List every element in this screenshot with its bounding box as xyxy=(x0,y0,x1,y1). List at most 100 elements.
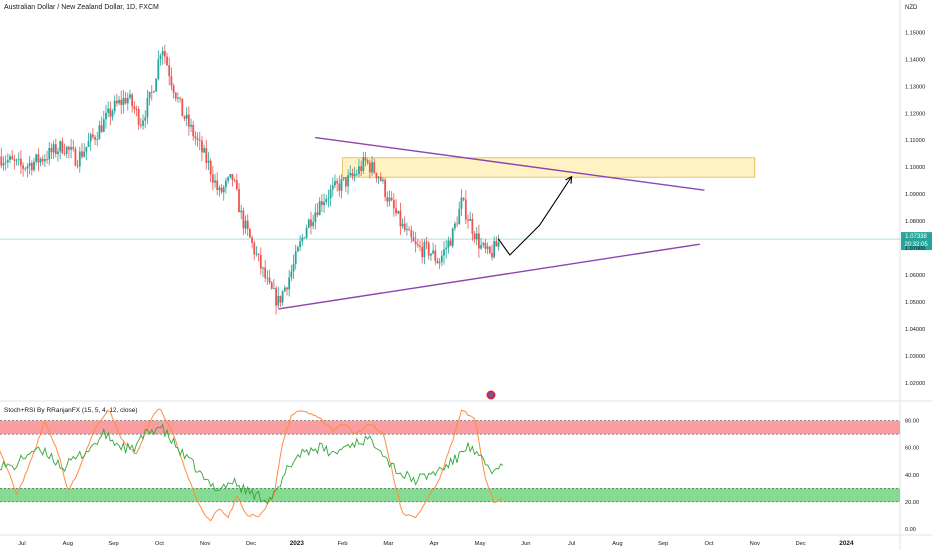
candle-body xyxy=(214,180,216,183)
candle-body xyxy=(218,187,221,191)
candle-body xyxy=(192,124,195,137)
candle-body xyxy=(166,56,168,66)
indicator-title[interactable]: Stoch+RSI By RRanjanFX (15, 5, 4, 12, cl… xyxy=(4,407,138,414)
bar-countdown: 20:32:05 xyxy=(904,242,928,249)
candle-body xyxy=(135,109,138,110)
candle-body xyxy=(67,146,70,150)
candle-body xyxy=(460,197,463,209)
candle-body xyxy=(46,159,48,160)
candle-body xyxy=(386,197,389,202)
candle-body xyxy=(129,94,131,98)
candle-body xyxy=(320,201,323,206)
candle-body xyxy=(94,136,96,140)
candle-body xyxy=(17,158,20,160)
candle-body xyxy=(373,162,376,173)
candle-body xyxy=(170,76,173,86)
candle-body xyxy=(159,55,162,60)
candle-body xyxy=(447,240,450,248)
candle-body xyxy=(475,233,478,240)
candle-body xyxy=(70,147,72,150)
price-tick-label: 1.13000 xyxy=(905,84,925,90)
candle-body xyxy=(423,242,426,258)
candle-body xyxy=(362,157,365,171)
candle-body xyxy=(244,220,247,229)
resistance-trendline xyxy=(315,136,705,191)
candle-body xyxy=(495,241,498,247)
candle-body xyxy=(401,223,404,227)
candle-body xyxy=(464,199,467,220)
candle-body xyxy=(74,148,77,166)
candle-body xyxy=(203,148,206,153)
candle-body xyxy=(65,146,68,154)
candle-body xyxy=(327,198,330,200)
candle-body xyxy=(421,246,424,258)
candle-body xyxy=(325,198,328,202)
candle-body xyxy=(220,187,223,193)
candle-body xyxy=(118,99,120,104)
candle-body xyxy=(91,134,94,137)
candle-body xyxy=(382,179,384,181)
candle-body xyxy=(111,111,114,117)
candle-body xyxy=(179,97,182,99)
candle-body xyxy=(310,219,312,227)
candle-body xyxy=(113,100,116,112)
candle-body xyxy=(384,179,387,198)
candle-body xyxy=(253,242,256,255)
candle-body xyxy=(360,166,363,171)
candle-body xyxy=(336,181,339,184)
candle-body xyxy=(312,221,315,227)
time-tick-label: Dec xyxy=(246,541,256,547)
price-tick-label: 1.14000 xyxy=(905,57,925,63)
candle-body xyxy=(227,177,229,181)
time-tick-label: Oct xyxy=(704,541,713,547)
candle-body xyxy=(109,108,112,117)
time-tick-label: Feb xyxy=(338,541,348,547)
indicator-tick-label: 0.00 xyxy=(905,527,916,533)
candle-body xyxy=(9,156,11,160)
candle-body xyxy=(262,267,264,269)
candle-body xyxy=(270,282,273,289)
candle-body xyxy=(13,159,16,161)
candle-body xyxy=(303,237,306,239)
candle-body xyxy=(388,197,391,202)
candle-body xyxy=(39,158,42,163)
candle-body xyxy=(257,253,260,255)
candle-body xyxy=(122,98,125,105)
indicator-tick-label: 80.00 xyxy=(905,419,919,425)
candle-body xyxy=(115,100,118,104)
candle-body xyxy=(331,185,334,190)
candle-body xyxy=(469,219,472,221)
last-price-badge: 1.07338 20:32:05 xyxy=(901,233,931,249)
candle-body xyxy=(427,243,430,256)
candle-body xyxy=(301,237,304,242)
candle-body xyxy=(451,228,454,246)
oversold-band xyxy=(0,488,900,502)
candle-body xyxy=(316,212,319,216)
candle-body xyxy=(142,120,144,126)
candle-body xyxy=(41,158,44,162)
candle-body xyxy=(146,98,149,118)
candle-body xyxy=(266,277,269,279)
candle-body xyxy=(50,147,53,153)
candle-body xyxy=(377,176,380,179)
candle-body xyxy=(96,139,99,141)
candle-body xyxy=(399,210,402,227)
time-tick-label: Oct xyxy=(155,541,164,547)
candle-body xyxy=(471,219,474,234)
candle-body xyxy=(216,180,219,191)
candle-body xyxy=(251,237,253,243)
symbol-title[interactable]: Australian Dollar / New Zealand Dollar, … xyxy=(4,4,159,11)
candle-body xyxy=(430,253,432,256)
candle-body xyxy=(144,117,147,121)
candle-body xyxy=(454,223,456,229)
candle-body xyxy=(342,177,345,179)
candle-body xyxy=(436,260,439,264)
candle-body xyxy=(344,177,347,187)
candle-body xyxy=(89,134,92,142)
last-price-value: 1.07338 xyxy=(905,234,927,241)
candle-body xyxy=(279,295,282,303)
indicator-tick-label: 20.00 xyxy=(905,500,919,506)
candle-body xyxy=(139,124,142,126)
candle-body xyxy=(314,212,317,222)
